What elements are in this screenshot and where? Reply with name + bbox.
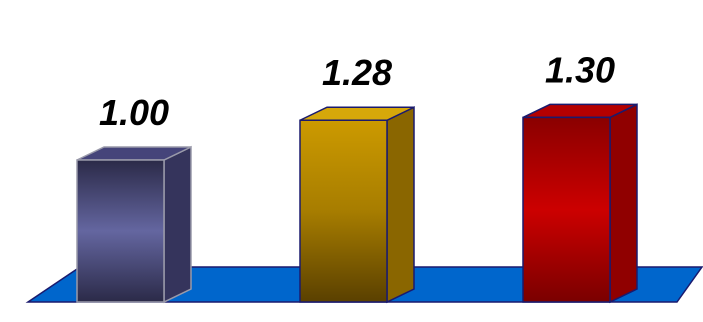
bar-1	[76, 145, 192, 304]
bar-2-front	[299, 119, 388, 303]
data-label-1: 1.00	[99, 92, 169, 133]
data-label-3: 1.30	[545, 49, 615, 90]
bars-layer	[76, 103, 638, 304]
bar-2-side	[386, 106, 415, 304]
bar-1-side	[163, 145, 192, 304]
bar-3-front	[522, 116, 611, 303]
data-label-2: 1.28	[322, 52, 392, 93]
bar-1-front	[76, 159, 165, 303]
bar-3	[522, 103, 638, 304]
bar-2	[299, 106, 415, 304]
data-labels-layer: 1.00 1.28 1.30	[99, 49, 615, 133]
bar-3-side	[609, 103, 638, 304]
